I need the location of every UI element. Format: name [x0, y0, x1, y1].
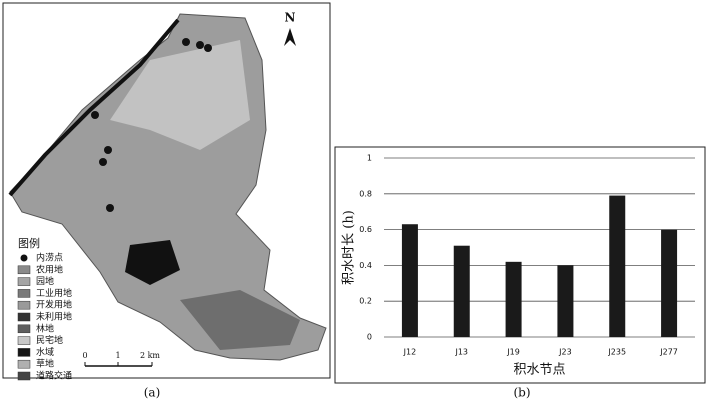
- x-tick-label: J12: [403, 348, 417, 357]
- legend-swatch: [17, 336, 31, 345]
- y-tick-label: 0.2: [359, 297, 372, 306]
- y-tick-label: 0.8: [359, 189, 372, 198]
- y-tick-label: 0: [367, 333, 372, 342]
- map-water: [125, 240, 180, 285]
- x-tick-label: J13: [454, 348, 468, 357]
- x-tick-label: J235: [607, 348, 626, 357]
- y-tick-label: 0.4: [359, 261, 372, 270]
- bar: [453, 245, 470, 337]
- map-patch: [110, 40, 250, 150]
- legend-label: 园地: [36, 275, 54, 287]
- chart: 0 0.2 0.4 0.6 0.8 1 积水时长 (h) 积水节点 J12 J13 J19 J23 J2…: [342, 154, 695, 378]
- legend-label: 林地: [36, 322, 54, 334]
- x-tick-label: J23: [558, 348, 572, 357]
- legend-marker: [20, 254, 28, 262]
- legend-swatch: [17, 265, 31, 275]
- bar: [609, 195, 626, 337]
- y-tick-label: 1: [367, 154, 372, 163]
- legend-swatch: [17, 371, 31, 381]
- legend-label: 工业用地: [36, 287, 72, 299]
- x-tick-label: J19: [506, 348, 520, 357]
- legend-label: 水域: [36, 346, 54, 358]
- map-river: [8, 18, 180, 197]
- bar: [505, 261, 522, 337]
- legend-swatch: [17, 324, 31, 334]
- bar: [557, 265, 574, 337]
- legend-label: 道路交通: [36, 370, 72, 382]
- map-points: [91, 38, 212, 212]
- legend-swatch: [17, 289, 31, 298]
- legend-swatch: [17, 312, 31, 322]
- north-label: N: [285, 11, 296, 25]
- legend-label: 民宅地: [36, 334, 63, 346]
- north-arrow: [284, 28, 296, 46]
- legend-label: 内涝点: [36, 252, 63, 264]
- legend-swatch: [17, 348, 31, 357]
- legend-label: 农用地: [36, 263, 63, 275]
- x-tick-label: J277: [659, 348, 678, 357]
- caption: (b): [513, 386, 530, 400]
- bar: [661, 229, 678, 337]
- scale-label: 1: [115, 351, 120, 360]
- caption: (a): [144, 386, 161, 400]
- bar: [401, 224, 418, 337]
- legend-swatch: [17, 277, 31, 286]
- legend-label: 未利用地: [36, 311, 72, 323]
- y-tick-label: 0.6: [359, 225, 372, 234]
- legend-label: 草地: [36, 358, 54, 370]
- legend-swatch: [17, 359, 31, 369]
- legend-title: 图例: [18, 236, 40, 250]
- y-axis-label: 积水时长 (h): [342, 210, 357, 285]
- map-patch: [180, 290, 300, 350]
- legend-swatch: [17, 300, 31, 310]
- scale-label: 0: [82, 351, 87, 360]
- legend-label: 开发用地: [36, 299, 72, 311]
- scale-label: 2 km: [140, 351, 160, 360]
- x-axis-label: 积水节点: [513, 363, 565, 378]
